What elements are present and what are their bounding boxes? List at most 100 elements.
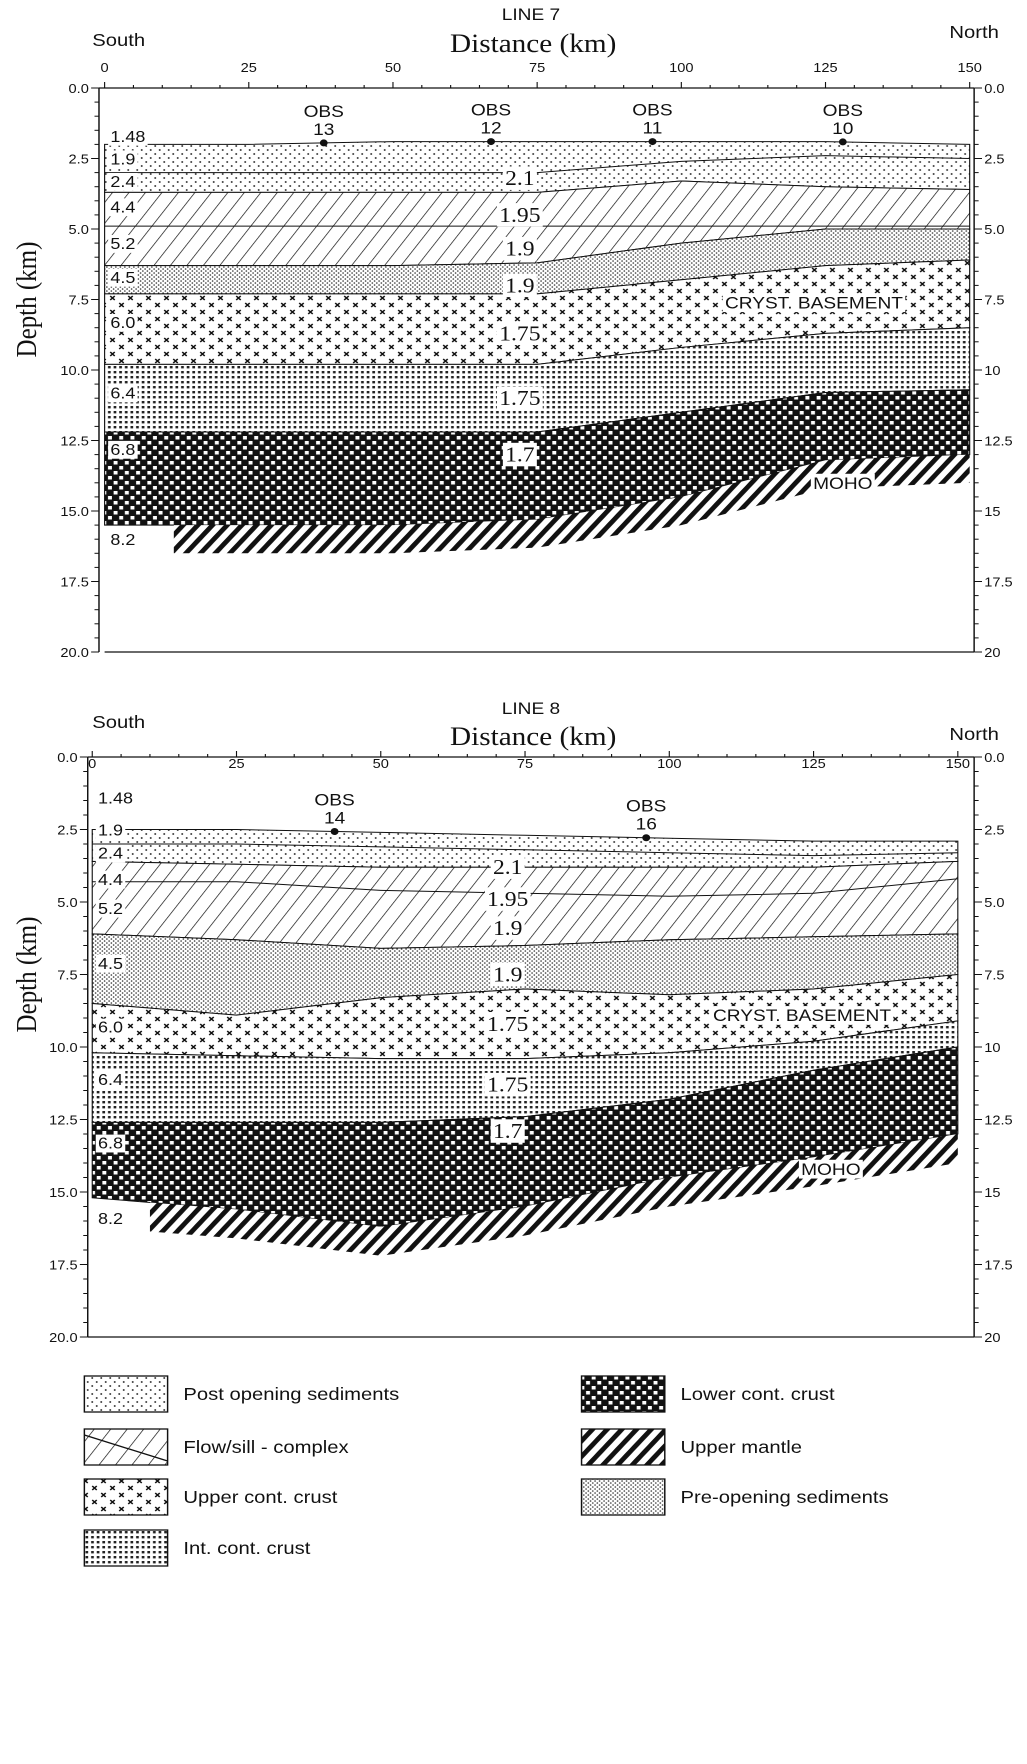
y-tick-label: 10	[984, 1040, 1001, 1055]
legend-label: Flow/sill - complex	[183, 1438, 349, 1458]
legend-swatch	[580, 1478, 666, 1516]
post-opening-sediments	[104, 141, 971, 193]
y-tick-label: 5.0	[984, 222, 1005, 237]
density-label: 1.95	[499, 203, 540, 226]
obs-label: OBS	[823, 101, 863, 120]
velocity-label: 8.2	[98, 1210, 123, 1228]
label-background	[95, 954, 126, 973]
legend-swatch	[580, 1375, 666, 1413]
label-background	[490, 916, 525, 940]
legend-label: Int. cont. crust	[183, 1539, 311, 1559]
y-tick-label: 17.5	[49, 1257, 78, 1272]
obs-label: OBS	[304, 102, 344, 121]
density-label: 1.95	[487, 887, 528, 910]
density-label: 1.75	[499, 386, 540, 409]
velocity-label: 6.0	[98, 1019, 123, 1037]
basement-label: CRYST. BASEMENT	[713, 1006, 891, 1025]
legend-label: Post opening sediments	[183, 1385, 399, 1405]
y-tick-label: 2.5	[984, 151, 1005, 166]
label-background	[108, 198, 138, 217]
velocity-label: 4.5	[110, 269, 135, 287]
label-background	[502, 236, 537, 261]
label-background	[108, 384, 138, 403]
label-background	[484, 1072, 531, 1097]
density-label: 1.7	[505, 443, 535, 466]
x-tick-label: 0	[101, 60, 109, 75]
label-background	[502, 166, 537, 190]
velocity-label: 4.4	[98, 871, 123, 889]
obs-marker	[319, 139, 328, 147]
x-tick-label: 50	[385, 60, 402, 75]
moho-label: MOHO	[813, 474, 872, 493]
y-axis-title: Depth (km)	[11, 242, 43, 358]
y-tick-label: 0.0	[57, 750, 78, 765]
x-tick-label: 0	[88, 756, 96, 771]
label-background	[722, 293, 906, 313]
y-tick-label: 7.5	[984, 292, 1005, 307]
x-tick-label: 75	[517, 756, 534, 771]
obs-number: 11	[643, 119, 663, 138]
legend-swatch-line	[84, 1434, 168, 1462]
velocity-label: 2.4	[98, 845, 123, 863]
figure-content: 0 25 50 75 100 125 1500.02.55.07.510.012.515.0…	[11, 5, 1013, 1567]
velocity-label: 1.48	[110, 128, 145, 146]
density-label: 1.75	[487, 1073, 528, 1096]
label-background	[798, 1159, 863, 1179]
y-tick-label: 17.5	[60, 574, 89, 589]
y-tick-label: 7.5	[57, 967, 78, 982]
velocity-label: 1.9	[98, 821, 123, 839]
upper-mantle	[173, 454, 970, 554]
label-background	[496, 321, 543, 346]
y-tick-label: 12.5	[60, 433, 89, 448]
x-tick-label: 100	[657, 756, 682, 771]
obs-label: OBS	[632, 101, 672, 120]
label-background	[95, 1070, 126, 1089]
obs-label: OBS	[471, 101, 511, 120]
label-background	[108, 172, 138, 191]
south-label: South	[92, 713, 145, 733]
legend-swatch	[83, 1478, 169, 1516]
label-background	[810, 473, 875, 493]
y-tick-label: 7.5	[69, 292, 90, 307]
y-tick-label: 7.5	[984, 967, 1005, 982]
y-tick-label: 0.0	[69, 81, 90, 96]
y-tick-label: 0.0	[984, 81, 1005, 96]
density-label: 1.75	[487, 1012, 528, 1035]
layer-boundary	[104, 155, 970, 174]
velocity-label: 1.9	[110, 150, 135, 168]
y-tick-label: 10.0	[60, 363, 89, 378]
label-background	[108, 531, 138, 549]
velocity-label: 4.4	[110, 198, 135, 216]
y-tick-label: 2.5	[984, 822, 1005, 837]
obs-marker	[330, 827, 339, 835]
label-background	[710, 1006, 894, 1025]
velocity-label: 4.5	[98, 955, 123, 973]
y-tick-label: 5.0	[57, 895, 78, 910]
obs-number: 12	[480, 119, 501, 138]
y-tick-label: 5.0	[984, 895, 1005, 910]
x-tick-label: 25	[228, 756, 245, 771]
velocity-label: 6.8	[98, 1135, 123, 1153]
density-label: 1.9	[505, 237, 535, 260]
density-label: 1.9	[493, 916, 523, 939]
label-background	[95, 821, 126, 840]
velocity-label: 6.4	[110, 384, 135, 402]
label-background	[108, 235, 138, 253]
north-label: North	[949, 23, 998, 43]
label-background	[108, 150, 138, 169]
y-tick-label: 15.0	[49, 1185, 78, 1200]
x-tick-label: 50	[373, 756, 390, 771]
y-tick-label: 17.5	[984, 1257, 1013, 1272]
label-background	[95, 789, 136, 808]
post-opening-sediments	[91, 829, 959, 868]
label-background	[95, 1018, 126, 1037]
label-background	[95, 844, 126, 863]
label-background	[490, 1119, 525, 1143]
x-tick-label: 150	[946, 756, 971, 771]
velocity-label: 2.4	[110, 173, 135, 191]
obs-number: 13	[313, 120, 334, 139]
y-tick-label: 5.0	[69, 222, 90, 237]
label-background	[490, 962, 525, 987]
density-label: 1.9	[493, 963, 523, 986]
